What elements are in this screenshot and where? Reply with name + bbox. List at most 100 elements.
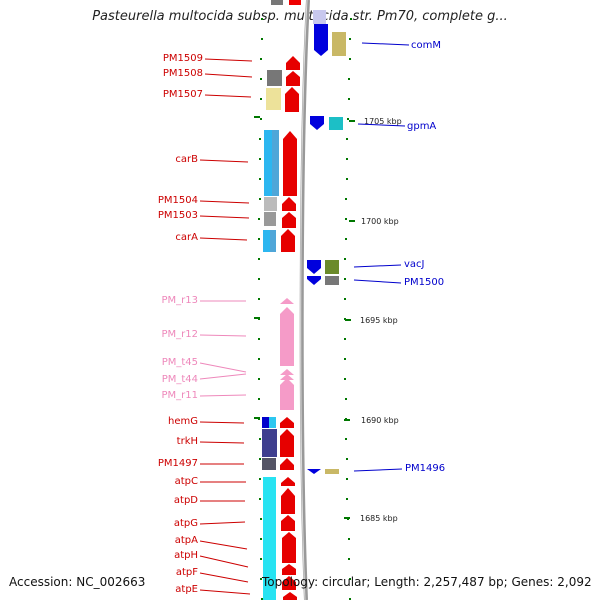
gene-label-pm1504[interactable]: PM1504 xyxy=(158,195,250,206)
gene-label-cara[interactable]: carA xyxy=(175,232,248,243)
guide-dot xyxy=(345,438,347,440)
svg-text:atpD: atpD xyxy=(174,495,198,506)
map-title: Pasteurella multocida subsp. multocida s… xyxy=(92,9,508,24)
gene-box-trkh xyxy=(262,429,277,457)
guide-dot xyxy=(348,558,350,560)
gene-arrow-atpd xyxy=(281,488,295,514)
guide-dot xyxy=(349,598,351,600)
gene-label-pm1508[interactable]: PM1508 xyxy=(163,68,253,79)
topology-text: Topology: circular; Length: 2,257,487 bp… xyxy=(262,575,592,589)
gene-label-atpg[interactable]: atpG xyxy=(174,518,246,529)
gene-box-pm1497 xyxy=(262,458,276,470)
gene-label-comm[interactable]: comM xyxy=(361,40,441,51)
gene-label-vacj[interactable]: vacJ xyxy=(353,259,425,270)
gene-label-pm1497[interactable]: PM1497 xyxy=(158,458,244,469)
svg-text:carA: carA xyxy=(175,232,198,243)
gene-label-atph[interactable]: atpH xyxy=(174,550,249,568)
guide-dot xyxy=(346,178,348,180)
guide-dot xyxy=(258,338,260,340)
gene-box-hemg-2 xyxy=(269,417,276,428)
guide-dot xyxy=(344,358,346,360)
guide-dot xyxy=(346,158,348,160)
gene-box-atp-operon xyxy=(263,477,276,600)
svg-text:atpE: atpE xyxy=(175,584,198,595)
guide-dot xyxy=(348,78,350,80)
gene-label-atpc[interactable]: atpC xyxy=(175,476,246,487)
gene-box-pm1504 xyxy=(264,197,277,211)
rna-arrow-pm-t45 xyxy=(280,369,294,375)
guide-dot xyxy=(349,58,351,60)
svg-text:PM1500: PM1500 xyxy=(404,277,444,288)
svg-text:atpH: atpH xyxy=(174,550,198,561)
guide-dot xyxy=(260,118,262,120)
gene-box-hemg xyxy=(262,417,269,428)
gene-label-gpma[interactable]: gpmA xyxy=(357,121,436,132)
guide-dot xyxy=(260,78,262,80)
gene-arrow-pm1497 xyxy=(280,458,294,470)
guide-dot xyxy=(258,398,260,400)
kbp-tick-label: 1700 kbp xyxy=(361,217,399,226)
gene-label-atpf[interactable]: atpF xyxy=(176,567,249,583)
guide-dot xyxy=(350,18,352,20)
gene-arrow-atpa xyxy=(282,532,296,563)
rna-label-pm-t45[interactable]: PM_t45 xyxy=(162,357,247,373)
gene-label-atpa[interactable]: atpA xyxy=(175,535,248,550)
gene-label-carb[interactable]: carB xyxy=(175,154,249,165)
svg-text:PM1496: PM1496 xyxy=(405,463,445,474)
svg-text:PM1504: PM1504 xyxy=(158,195,198,206)
svg-text:hemG: hemG xyxy=(168,416,198,427)
gene-arrow-atpf xyxy=(282,576,296,590)
guide-dot xyxy=(259,458,261,460)
gene-label-trkh[interactable]: trkH xyxy=(177,436,245,447)
gene-label-hemg[interactable]: hemG xyxy=(168,416,245,427)
guide-dot xyxy=(259,478,261,480)
guide-dot xyxy=(261,38,263,40)
gene-box-pm1508 xyxy=(267,70,282,86)
rna-label-pm-t44[interactable]: PM_t44 xyxy=(162,373,247,385)
guide-dot xyxy=(259,498,261,500)
gene-arrow-pm1509 xyxy=(286,56,300,70)
rna-label-pm-r12[interactable]: PM_r12 xyxy=(162,329,247,340)
gene-label-pm1509[interactable]: PM1509 xyxy=(163,53,253,64)
gene-label-atpd[interactable]: atpD xyxy=(174,495,245,506)
kbp-tick-1695: 1695 kbp xyxy=(345,316,398,325)
kbp-tick-1705: 1705 kbp xyxy=(349,117,402,126)
gene-arrow-cara xyxy=(281,229,295,252)
rna-arrow-pm-r13 xyxy=(280,298,294,304)
guide-dot xyxy=(348,98,350,100)
gene-box-vacj xyxy=(325,260,339,274)
gene-label-pm1496[interactable]: PM1496 xyxy=(353,463,445,474)
reverse-strand-features xyxy=(307,10,346,474)
partial-gene-block xyxy=(313,10,326,24)
guide-dot xyxy=(344,298,346,300)
svg-text:trkH: trkH xyxy=(177,436,198,447)
svg-text:atpC: atpC xyxy=(175,476,198,487)
rna-arrow-pm-r11 xyxy=(280,378,294,410)
gene-label-pm1500[interactable]: PM1500 xyxy=(353,277,444,288)
gene-arrow-pm1496 xyxy=(307,469,321,474)
guide-dot xyxy=(346,138,348,140)
kbp-tick-label: 1695 kbp xyxy=(360,316,398,325)
guide-dot xyxy=(346,478,348,480)
gene-label-pm1503[interactable]: PM1503 xyxy=(158,210,250,221)
guide-dot xyxy=(259,178,261,180)
guide-dot xyxy=(349,578,351,580)
guide-dot xyxy=(259,138,261,140)
gene-arrow-atpe xyxy=(283,592,297,600)
guide-dot xyxy=(261,598,263,600)
rna-label-pm-r11[interactable]: PM_r11 xyxy=(162,390,247,401)
guide-dot xyxy=(258,218,260,220)
svg-text:gpmA: gpmA xyxy=(407,121,436,132)
guide-dot xyxy=(345,238,347,240)
gene-arrow-pm1504 xyxy=(282,197,296,211)
rna-label-pm-r13[interactable]: PM_r13 xyxy=(162,295,247,306)
svg-text:atpG: atpG xyxy=(174,518,198,529)
gene-label-pm1507[interactable]: PM1507 xyxy=(163,89,252,100)
left-guide-dots xyxy=(254,18,263,600)
forward-gene-labels: PM1509 PM1508 PM1507 carB PM1504 PM1503 … xyxy=(158,53,253,595)
kbp-ticks: 1705 kbp 1700 kbp 1695 kbp 1690 kbp 1685… xyxy=(344,117,402,523)
gene-label-atpe[interactable]: atpE xyxy=(175,584,251,595)
guide-dot xyxy=(260,578,262,580)
guide-dot xyxy=(259,158,261,160)
right-guide-dots xyxy=(344,18,352,600)
